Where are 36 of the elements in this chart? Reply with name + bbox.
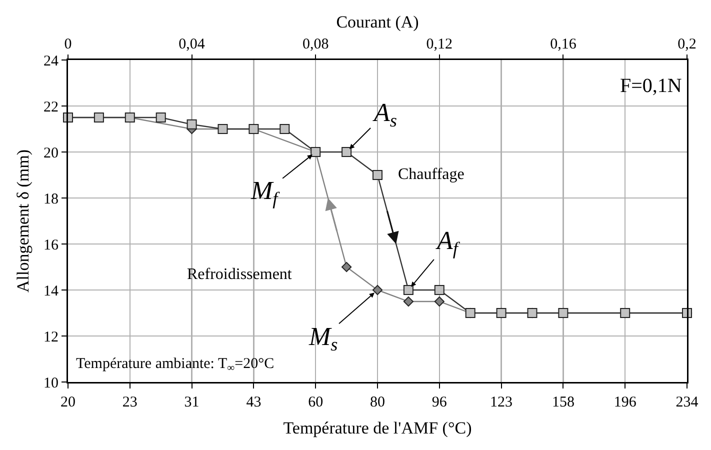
- y-tick-label: 20: [44, 145, 58, 162]
- x2-tick-label: 0,08: [302, 36, 329, 52]
- x2-tick-label: 0: [64, 36, 72, 52]
- y-axis-title: Allongement δ (mm): [13, 149, 32, 293]
- x2-axis-title: Courant (A): [336, 12, 419, 32]
- annotation: M$_{s}$: [308, 322, 338, 354]
- x2-tick-label: 0,12: [426, 36, 453, 52]
- x-tick-label: 20: [60, 394, 76, 410]
- annotation: F=0,1N: [620, 75, 682, 97]
- x2-tick-label: 0,16: [550, 36, 577, 52]
- x-tick-label: 60: [308, 394, 324, 410]
- annotation: M$_{f}$: [250, 176, 281, 208]
- x-tick-label: 196: [614, 394, 637, 410]
- x-tick-label: 31: [184, 394, 200, 410]
- y-tick-label: 18: [44, 191, 58, 208]
- x2-tick-label: 0,2: [678, 36, 696, 52]
- annotation: A$_{s}$: [372, 98, 397, 130]
- y-tick-label: 24: [44, 53, 59, 70]
- x-tick-label: 23: [122, 394, 138, 410]
- x2-tick-label: 0,04: [178, 36, 206, 52]
- y-tick-label: 14: [44, 283, 59, 300]
- annotation: Température ambiante: T$_{∞}$=20°C: [76, 356, 274, 374]
- x-tick-label: 234: [676, 394, 699, 410]
- y-tick-label: 22: [44, 99, 58, 116]
- x-tick-label: 80: [370, 394, 385, 410]
- annotation: A$_{f}$: [435, 226, 461, 258]
- x-tick-label: 123: [490, 394, 513, 410]
- x-tick-label: 43: [246, 394, 262, 410]
- y-tick-label: 10: [44, 375, 58, 392]
- y-tick-label: 16: [44, 237, 59, 254]
- annotation: Chauffage: [398, 166, 464, 183]
- annotation: Refroidissement: [187, 266, 292, 283]
- x-tick-label: 96: [432, 394, 448, 410]
- x-tick-label: 158: [552, 394, 574, 410]
- y-tick-label: 12: [44, 329, 58, 346]
- x-axis-title: Température de l'AMF (°C): [283, 418, 472, 438]
